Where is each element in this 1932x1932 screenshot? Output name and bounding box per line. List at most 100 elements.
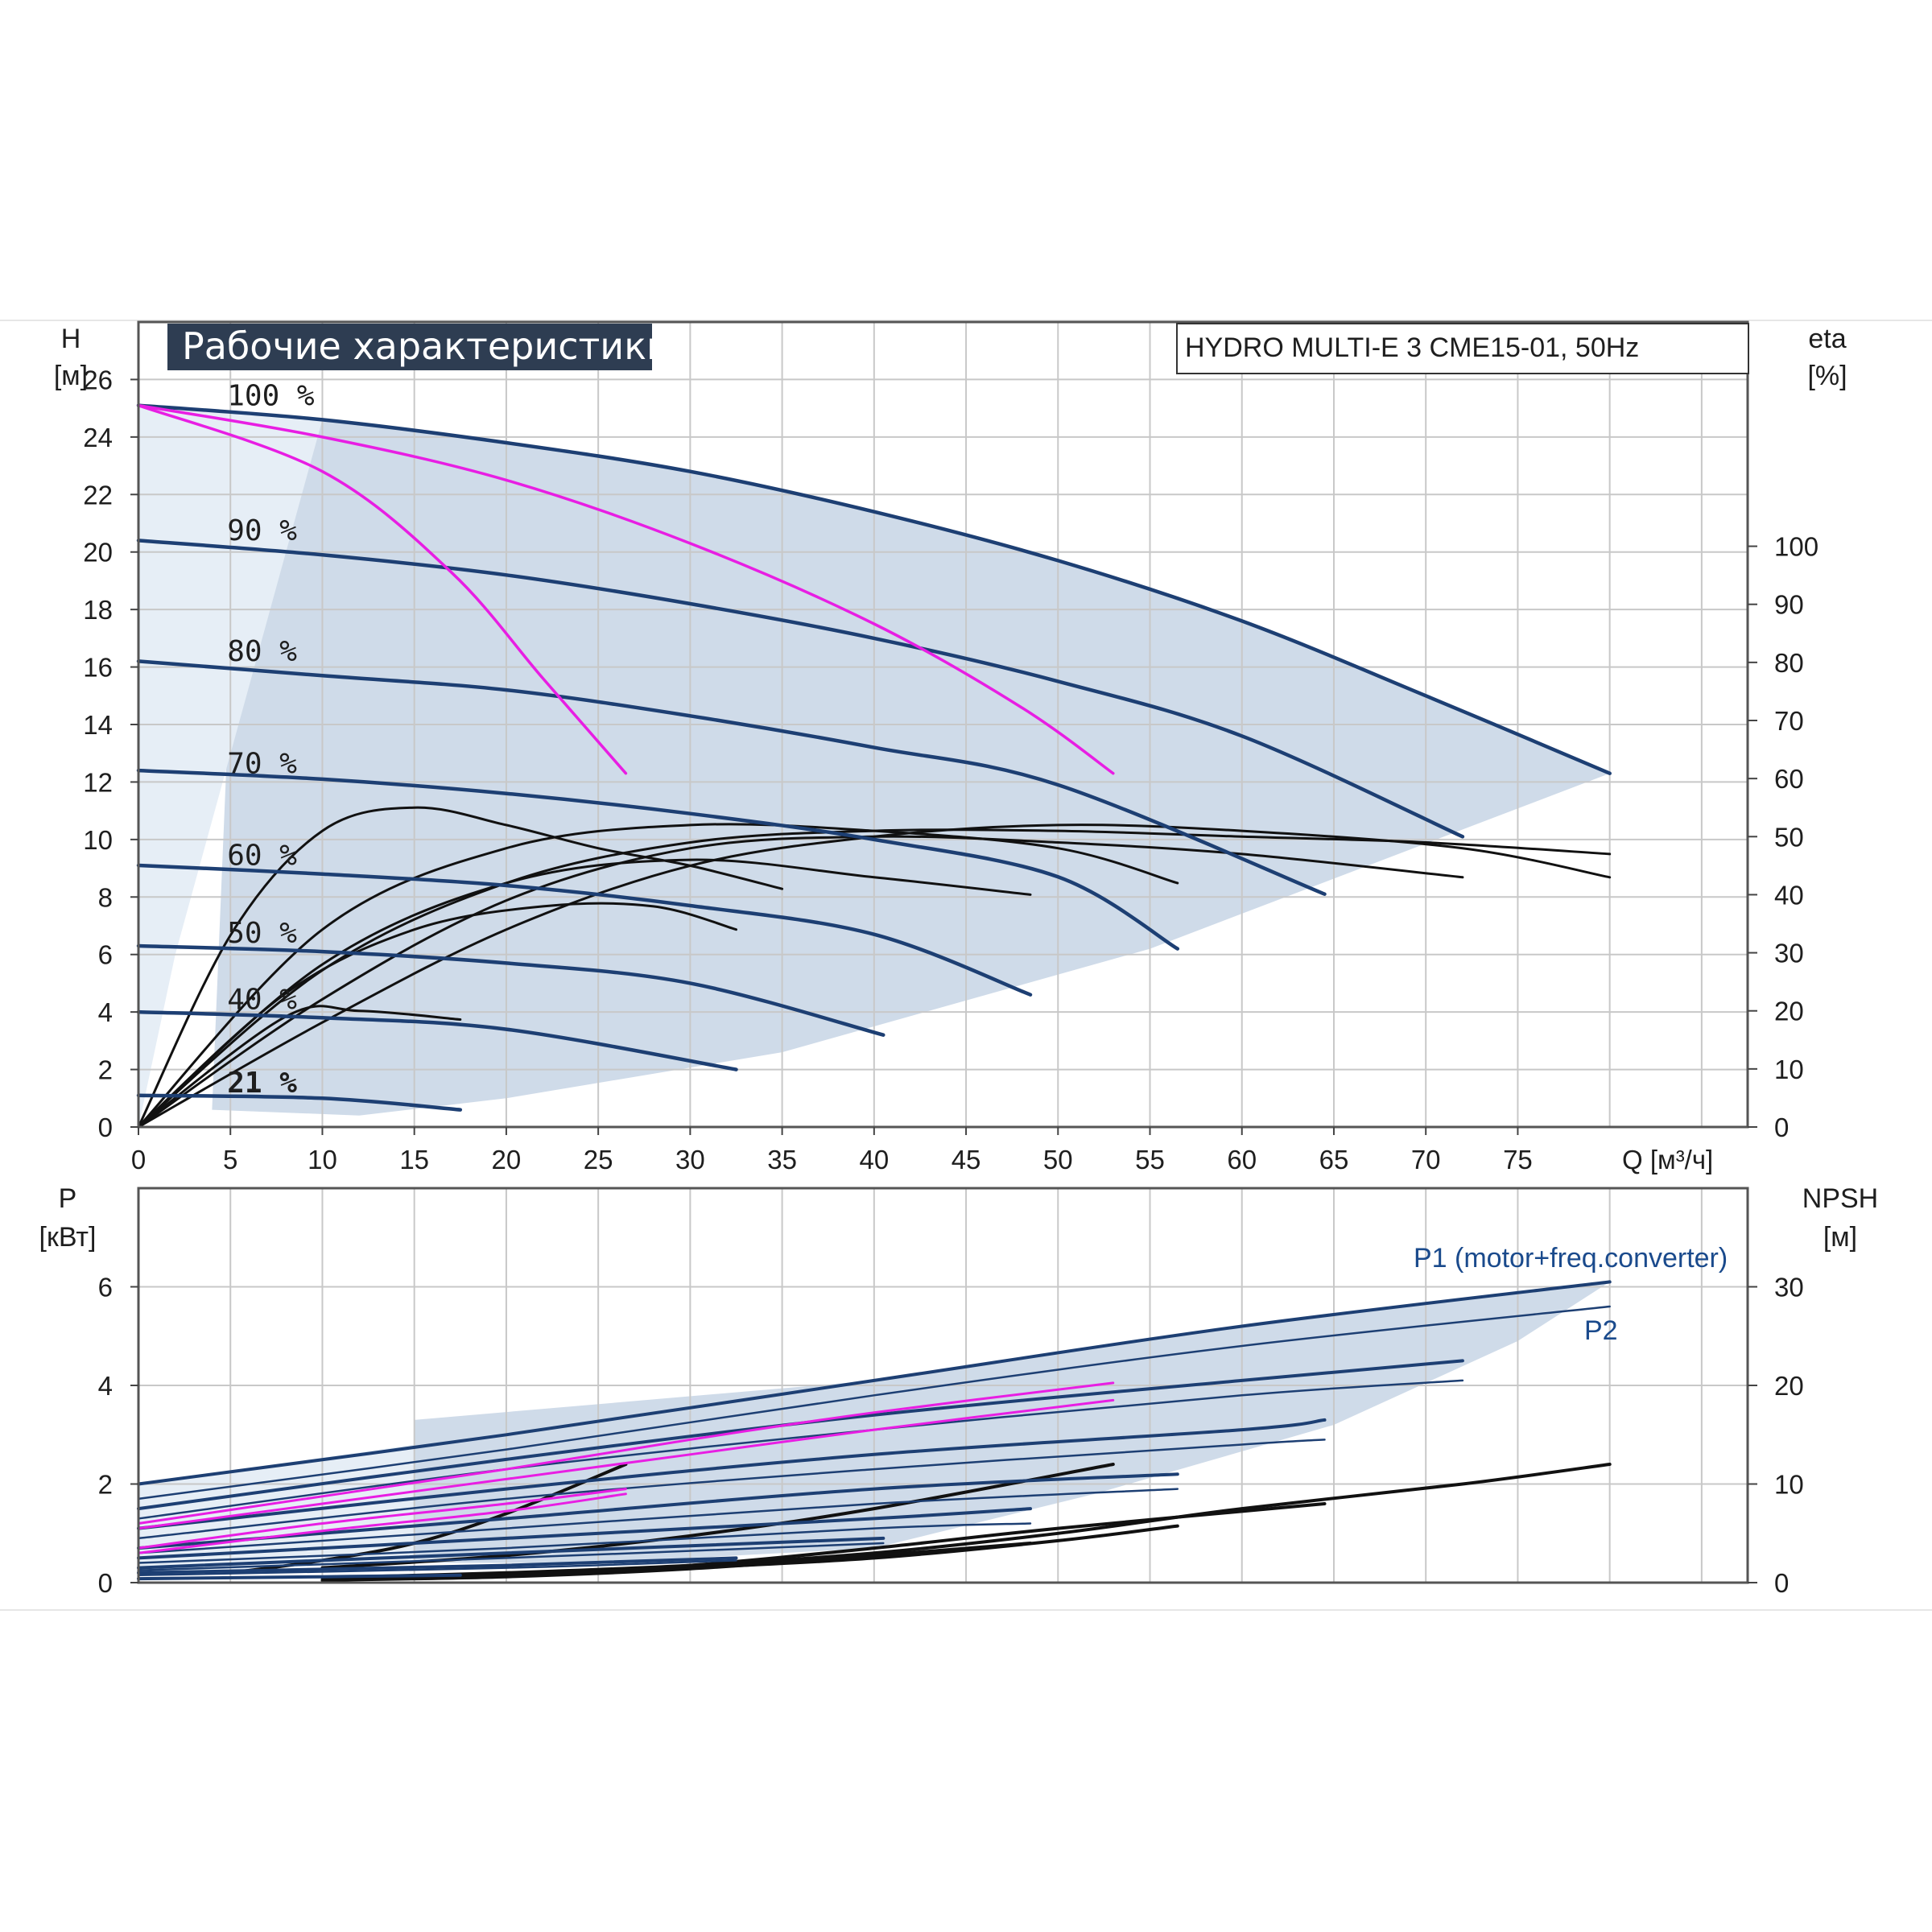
head-curves [136,403,1612,1112]
head-curve [136,1093,463,1112]
speed-label: 90 % [227,514,297,547]
efficiency-curve [137,902,737,1129]
p1-curve-label: P1 (motor+freq.converter) [1414,1243,1728,1274]
head-curve [136,403,1612,775]
system-curves [137,403,1115,775]
y-tick-label: 18 [83,595,113,625]
speed-label: 60 % [227,840,297,873]
speed-label: 40 % [227,983,297,1016]
x-tick-label: 75 [1503,1145,1533,1174]
y-tick-label: 2 [98,1055,113,1085]
y2-tick-label: 50 [1774,822,1804,852]
npsh-curve [320,1502,1327,1582]
y2-tick-label: 20 [1774,1371,1804,1401]
y2-tick-label: 90 [1774,590,1804,620]
efficiency-curve [137,828,1612,1129]
speed-label: 21 % [227,1067,297,1100]
low-speed-area [138,405,323,1128]
power-curve [137,1359,1464,1511]
power-curve [137,1488,1179,1554]
efficiency-curve [137,1005,462,1129]
speed-label: 50 % [227,917,297,950]
y2-tick-label: 20 [1774,997,1804,1026]
head-curve [136,943,886,1037]
power-system-curve [137,1492,627,1554]
power-system-curve [137,1381,1115,1525]
system-curve [137,403,628,775]
speed-labels: 100 % 90 % 80 % 70 % 60 % 50 % 40 % 21 % [227,379,315,1100]
power-curve [137,1507,1032,1560]
x-tick-label: 0 [131,1145,146,1174]
y-tick-label: 2 [98,1470,113,1500]
head-efficiency-chart: 0 5 10 15 20 25 30 35 40 45 50 55 60 65 70 75 024681012… [54,320,1847,1174]
npsh-axis-unit: [м] [1823,1222,1857,1253]
speed-label: 80 % [227,635,297,668]
model-label: HYDRO MULTI-E 3 CME15-01, 50Hz [1185,332,1639,363]
y2-tick-label: 60 [1774,764,1804,794]
power-envelope-area [414,1282,1610,1563]
y-tick-label: 24 [83,423,113,452]
speed-label: 70 % [227,747,297,780]
x-tick-label: 35 [767,1145,797,1174]
speed-label: 100 % [227,379,315,412]
x-tick-label: 30 [675,1145,705,1174]
x-tick-label: 45 [952,1145,981,1174]
y-tick-label: 4 [98,1371,113,1401]
head-curve [136,659,1327,896]
power-range-envelope [138,1282,1610,1573]
y2-tick-label: 30 [1774,939,1804,968]
x-tick-label: 15 [399,1145,429,1174]
efficiency-curves [137,806,1612,1129]
title-box [167,324,652,370]
efficiency-axis-unit: [%] [1807,361,1847,391]
npsh-axis-ticks: 0 10 20 30 [1748,1273,1804,1598]
y-tick-label: 22 [83,480,113,510]
y-tick-label: 20 [83,538,113,568]
x-tick-label: 5 [223,1145,237,1174]
y-tick-label: 10 [83,825,113,855]
power-curve [137,1542,885,1571]
power-curve [137,1559,737,1577]
npsh-curve [320,1463,1612,1579]
x-tick-label: 70 [1411,1145,1441,1174]
y2-tick-label: 0 [1774,1568,1789,1598]
x-tick-label: 25 [584,1145,613,1174]
y2-tick-label: 0 [1774,1113,1789,1142]
head-axis-label: H [61,324,81,354]
power-low-speed-area [138,1444,415,1573]
efficiency-axis-label: eta [1808,324,1846,354]
y-tick-label: 6 [98,940,113,970]
y2-tick-label: 100 [1774,532,1818,562]
system-curve [137,403,1115,775]
x-tick-label: 50 [1043,1145,1073,1174]
power-curve [137,1573,462,1581]
y2-tick-label: 10 [1774,1470,1804,1500]
y-tick-label: 0 [98,1568,113,1598]
head-curve [136,539,1465,839]
power-curve [137,1556,738,1575]
y-tick-label: 0 [98,1113,113,1142]
y-tick-label: 14 [83,710,113,740]
power-system-curve [137,1488,627,1550]
y2-tick-label: 10 [1774,1055,1804,1084]
power-curve [137,1536,886,1570]
y2-tick-label: 30 [1774,1273,1804,1302]
head-curve [136,768,1180,951]
head-curve [136,863,1033,997]
y2-tick-label: 80 [1774,648,1804,678]
power-axis-unit: [кВт] [39,1222,97,1253]
head-curve [136,1009,738,1071]
power-curve [137,1472,1179,1550]
power-system-curve [137,1398,1115,1530]
power-curve [137,1439,1326,1540]
model-box [1176,323,1749,374]
y2-tick-label: 40 [1774,880,1804,910]
power-curve [137,1522,1032,1564]
power-curves [137,1280,1612,1581]
x-tick-label: 40 [859,1145,889,1174]
y-tick-label: 6 [98,1273,113,1302]
x-tick-label: 60 [1227,1145,1257,1174]
power-curve [137,1280,1612,1486]
y2-tick-label: 70 [1774,706,1804,736]
